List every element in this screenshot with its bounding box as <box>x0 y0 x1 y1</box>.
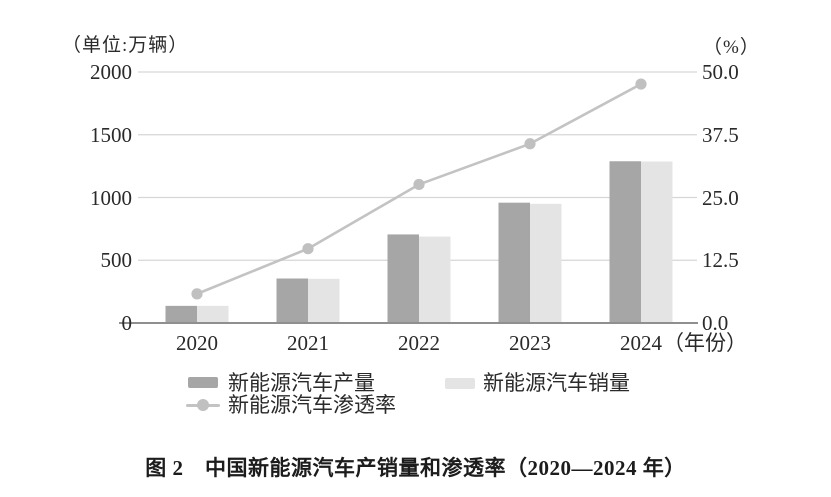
bar-sales-2021 <box>308 278 340 323</box>
bar-sales-2022 <box>419 236 451 323</box>
bar-production-2023 <box>498 202 530 323</box>
penetration-marker-2024 <box>635 78 647 90</box>
penetration-marker-2023 <box>524 138 536 150</box>
bar-production-2021 <box>276 278 308 323</box>
y-axis-right-tick-25.0: 25.0 <box>702 185 739 210</box>
x-axis-tick-2024: 2024 <box>620 331 662 355</box>
y-axis-right-tick-12.5: 12.5 <box>702 248 739 273</box>
y-axis-left-tick-2000: 2000 <box>90 60 132 84</box>
legend-penetration-label: 新能源汽车渗透率 <box>228 393 396 417</box>
bar-production-2020 <box>165 305 197 323</box>
legend-penetration-marker-icon <box>197 399 209 411</box>
bar-sales-2023 <box>530 203 562 323</box>
y-axis-left-tick-1000: 1000 <box>90 185 132 210</box>
y-axis-right-tick-0.0: 0.0 <box>702 311 729 335</box>
bar-sales-2024 <box>641 161 673 323</box>
bar-production-2022 <box>387 234 419 323</box>
x-axis-tick-2022: 2022 <box>398 331 440 355</box>
legend-sales-swatch <box>445 378 475 389</box>
x-axis-tick-2021: 2021 <box>287 331 329 355</box>
penetration-marker-2021 <box>302 243 314 255</box>
left-axis-unit-label: （单位:万辆） <box>62 35 189 56</box>
bar-production-2024 <box>609 161 641 323</box>
x-axis-tick-2023: 2023 <box>509 331 551 355</box>
figure-caption: 图 2 中国新能源汽车产销量和渗透率（2020—2024 年） <box>145 456 686 480</box>
legend-sales-label: 新能源汽车销量 <box>483 371 630 395</box>
penetration-marker-2020 <box>191 288 203 300</box>
x-axis-tick-2020: 2020 <box>176 331 218 355</box>
y-axis-left-tick-0: 0 <box>121 311 133 335</box>
y-axis-left-tick-500: 500 <box>100 248 133 273</box>
y-axis-left-tick-1500: 1500 <box>90 122 132 147</box>
y-axis-right-tick-37.5: 37.5 <box>702 122 739 147</box>
legend-production-swatch <box>188 377 218 388</box>
penetration-marker-2022 <box>413 178 425 191</box>
right-axis-unit-label: （%） <box>703 37 760 58</box>
bar-sales-2020 <box>197 305 229 323</box>
legend-production-label: 新能源汽车产量 <box>228 371 375 395</box>
x-axis-suffix-label: （年份） <box>663 331 747 355</box>
y-axis-right-tick-50.0: 50.0 <box>702 60 739 84</box>
